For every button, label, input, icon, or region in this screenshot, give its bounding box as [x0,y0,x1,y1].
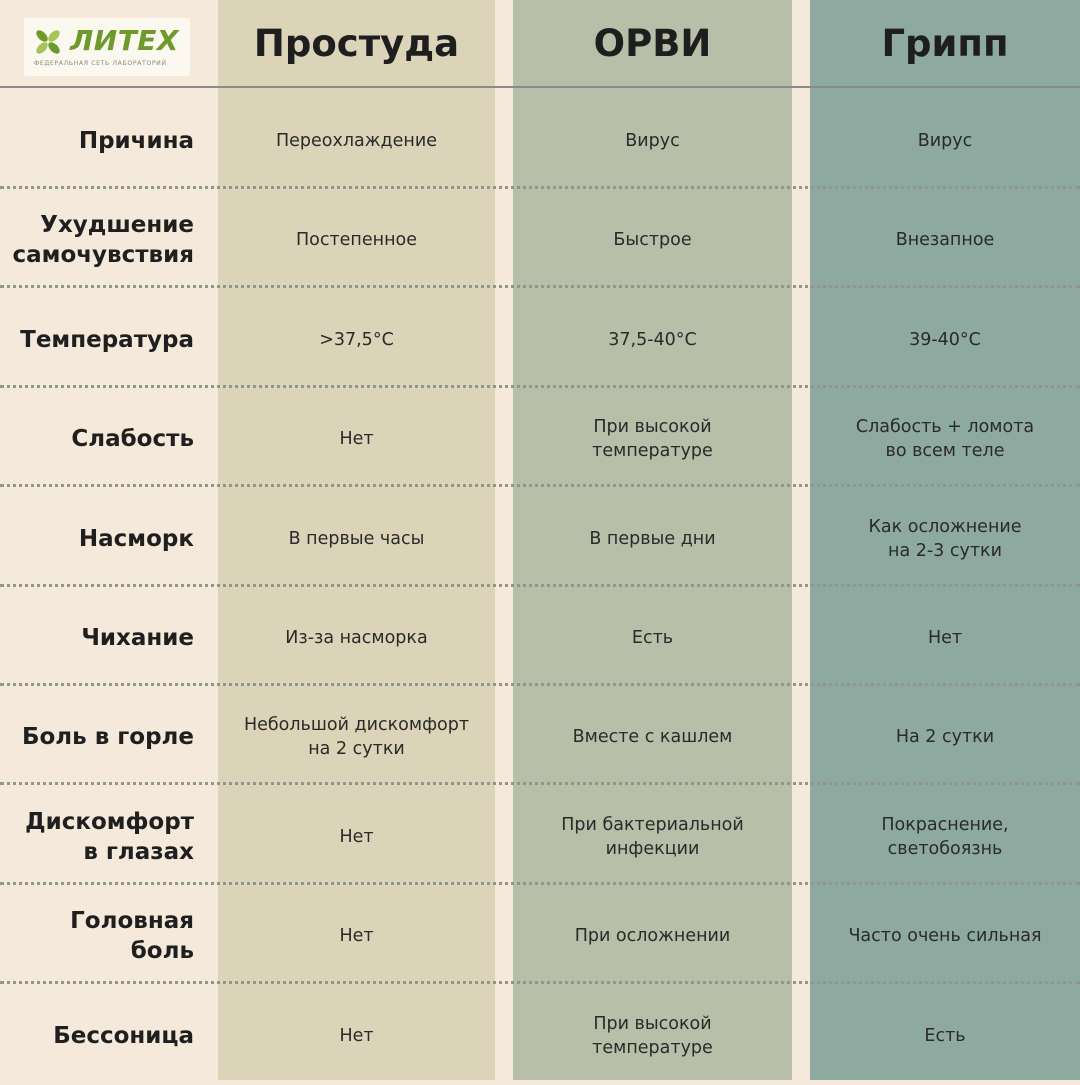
cross-leaf-icon [36,30,60,54]
column-band-arvi [513,0,792,1080]
table-cell: Переохлаждение [276,131,437,151]
row-label: Головная боль [70,908,194,965]
column-band-cold [218,0,495,1080]
row-divider [0,981,1080,985]
column-header-flu: Грипп [881,21,1009,65]
table-row: Дискомфорт в глазах Нет При бактериальной … [0,788,1080,886]
table-cell: Нет [339,826,374,847]
row-label: Причина [78,128,194,154]
row-label: Бессоница [53,1022,194,1049]
logo-tagline: ФЕДЕРАЛЬНАЯ СЕТЬ ЛАБОРАТОРИЙ [34,60,167,67]
row-divider [0,384,1080,388]
column-band-flu [810,0,1080,1080]
row-label: Чихание [81,625,194,651]
table-row: Насморк В первые часы В первые дни Как осло… [0,490,1080,588]
column-header-arvi: ОРВИ [593,21,712,65]
table-row: Температура >37,5°С 37,5-40°С 39-40°С [0,291,1080,389]
table-row: Чихание Из-за насморка Есть Нет [0,589,1080,687]
table-cell: Небольшой дискомфорт на 2 сутки [243,715,470,760]
table-cell: Часто очень сильная [848,926,1042,947]
table-cell: 39-40°С [909,329,981,350]
row-divider [0,484,1080,488]
row-divider [0,186,1080,189]
column-header-cold: Простуда [253,21,460,65]
table-cell: При высокой температуре [592,417,713,462]
row-label: Насморк [78,525,194,552]
table-cell: Нет [339,1025,374,1046]
table-cell: При высокой температуре [592,1013,713,1058]
table-row: Слабость Нет При высокой температуре Слабос… [0,390,1080,488]
table-cell: В первые часы [288,528,425,549]
row-divider [0,782,1080,786]
table-row: Ухудшение самочувствия Постепенное Быстрое… [0,191,1080,289]
table-cell: Постепенное [295,230,417,251]
table-cell: В первые дни [589,528,716,549]
table-cell: Покраснение, светобоязнь [881,814,1009,859]
table-cell: 37,5-40°С [608,329,697,350]
table-cell: Как осложнение на 2-3 сутки [868,516,1022,561]
row-label: Ухудшение самочувствия [12,212,195,269]
table-cell: Слабость + ломота во всем теле [855,417,1035,462]
table-row: Бессоница Нет При высокой температуре Есть [0,987,1080,1085]
table-cell: Нет [339,429,374,450]
row-label: Температура [20,326,194,353]
table-row: Причина Переохлаждение Вирус Вирус [0,92,1080,190]
row-label: Боль в горле [21,724,194,751]
logo-wordmark: ЛИТЕХ [70,24,180,57]
row-divider [0,683,1080,686]
table-cell: Вирус [917,131,973,151]
header-divider [0,86,1080,88]
table-cell: Вместе с кашлем [572,727,733,748]
row-divider [0,583,1080,587]
table-cell: Внезапное [895,230,995,251]
row-divider [0,881,1080,885]
table-cell: При бактериальной инфекции [561,814,744,859]
table-cell: Нет [339,926,374,947]
table-cell: Вирус [625,131,680,151]
litex-logo: ЛИТЕХ ФЕДЕРАЛЬНАЯ СЕТЬ ЛАБОРАТОРИЙ [24,18,190,76]
table-cell: Есть [631,628,674,648]
table-cell: На 2 сутки [895,727,995,748]
row-label: Дискомфорт в глазах [25,808,194,865]
table-cell: Быстрое [613,230,692,251]
table-cell: >37,5°С [319,329,394,350]
row-divider [0,285,1080,289]
table-row: Боль в горле Небольшой дискомфорт на 2 су… [0,688,1080,786]
table-row: Головная боль Нет При осложнении Часто очен… [0,887,1080,985]
table-cell: Нет [927,628,963,648]
table-cell: Из-за насморка [285,628,428,648]
row-label: Слабость [71,426,194,453]
table-cell: При осложнении [574,926,731,947]
table-cell: Есть [924,1025,966,1046]
